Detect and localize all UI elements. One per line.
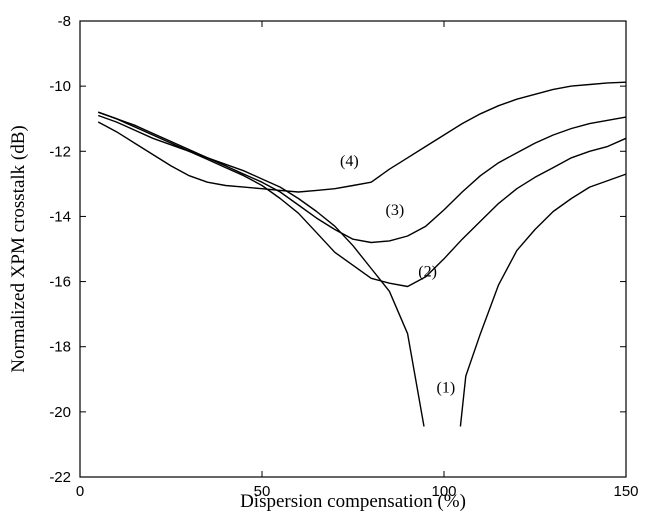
y-tick-label: -8 bbox=[58, 13, 71, 30]
tick-marks bbox=[79, 20, 627, 478]
x-axis-title: Dispersion compensation (%) bbox=[240, 491, 466, 512]
x-tick-label: 50 bbox=[254, 483, 271, 500]
series-annotation: (4) bbox=[340, 153, 359, 170]
series-annotation: (3) bbox=[386, 202, 405, 219]
y-tick-label: -12 bbox=[49, 143, 71, 160]
series-line-2 bbox=[459, 173, 627, 427]
y-tick-label: -22 bbox=[49, 469, 71, 486]
series-line-1 bbox=[97, 114, 425, 427]
y-tick-label: -10 bbox=[49, 78, 71, 95]
y-tick-label: -20 bbox=[49, 404, 71, 421]
series-annotations: (1) (2) (3) (4) bbox=[340, 153, 455, 396]
y-tick-label: -18 bbox=[49, 339, 71, 356]
series-line-5 bbox=[97, 81, 627, 193]
plot-frame bbox=[79, 20, 627, 478]
x-tick-label: 150 bbox=[613, 483, 638, 500]
y-tick-label: -14 bbox=[49, 208, 71, 225]
tick-labels: 0 50 100 150 -22 -20 -18 -16 -14 -12 -10 -8 bbox=[49, 13, 638, 500]
y-tick-label: -16 bbox=[49, 274, 71, 291]
x-tick-label: 100 bbox=[431, 483, 456, 500]
series-line-4 bbox=[97, 111, 627, 244]
series-line-3 bbox=[97, 111, 627, 288]
series-annotation: (2) bbox=[418, 264, 437, 281]
series-lines bbox=[97, 81, 627, 427]
y-axis-title: Normalized XPM crosstalk (dB) bbox=[8, 125, 29, 372]
series-annotation: (1) bbox=[436, 379, 455, 396]
x-tick-label: 0 bbox=[76, 483, 84, 500]
